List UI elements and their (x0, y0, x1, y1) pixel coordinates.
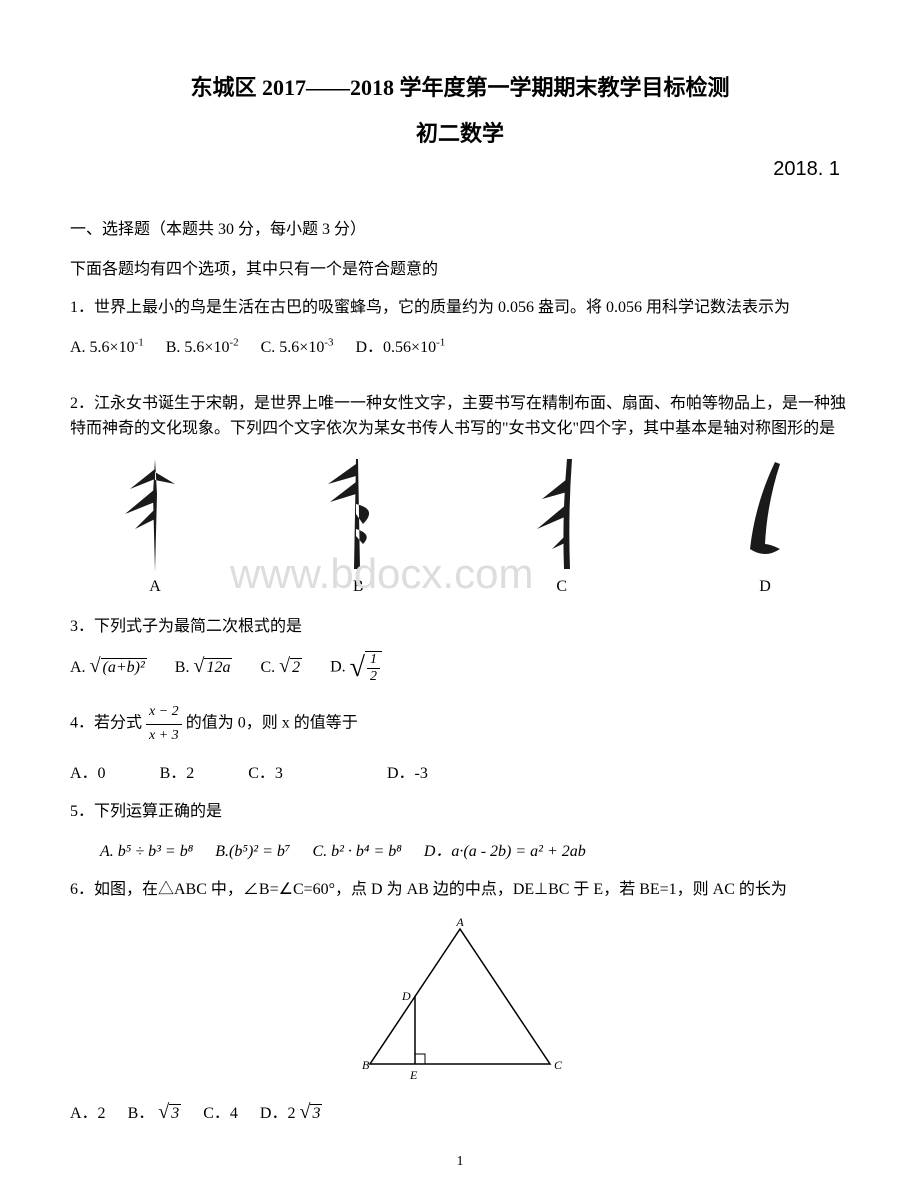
question-3-options: A. √(a+b)² B. √12a C. √2 D. √12 (70, 651, 850, 685)
q2-fig-d: D (710, 454, 820, 596)
q1-opt-b: B. 5.6×10-2 (166, 339, 239, 356)
question-1: 1．世界上最小的鸟是生活在古巴的吸蜜蜂鸟，它的质量约为 0.056 盎司。将 0… (70, 295, 850, 321)
q3-opt-d: D. √12 (330, 651, 382, 685)
q4-opt-c: C．3 (248, 765, 283, 782)
question-2-figures: A B C D (70, 454, 850, 596)
page-title: 东城区 2017——2018 学年度第一学期期末教学目标检测 (70, 70, 850, 102)
q5-opt-b: B.(b⁵)² = b⁷ (215, 843, 290, 860)
q3-opt-a: A. √(a+b)² (70, 655, 147, 678)
exam-date: 2018. 1 (70, 158, 850, 181)
svg-text:A: A (455, 915, 464, 929)
q3-opt-c: C. √2 (260, 655, 302, 678)
question-1-options: A. 5.6×10-1 B. 5.6×10-2 C. 5.6×10-3 D．0.… (70, 333, 850, 357)
q4-opt-b: B．2 (160, 765, 195, 782)
exam-page: www.bdocx.com 东城区 2017——2018 学年度第一学期期末教学… (0, 0, 920, 1200)
svg-text:D: D (401, 989, 411, 1003)
q4-opt-a: A．0 (70, 765, 106, 782)
question-6-figure: A B C D E (70, 914, 850, 1089)
q2-fig-a: A (100, 454, 210, 596)
q6-opt-a: A．2 (70, 1105, 106, 1122)
nushu-char-a-icon (100, 454, 210, 574)
question-2: 2．江永女书诞生于宋朝，是世界上唯一一种女性文字，主要书写在精制布面、扇面、布帕… (70, 391, 850, 442)
q5-opt-a: A. b⁵ ÷ b³ = b⁸ (100, 843, 193, 860)
q2-fig-b: B (303, 454, 413, 596)
question-5-options: A. b⁵ ÷ b³ = b⁸ B.(b⁵)² = b⁷ C. b² · b⁴ … (70, 837, 850, 861)
section-heading: 一、选择题（本题共 30 分，每小题 3 分） (70, 215, 850, 239)
q6-opt-c: C．4 (203, 1105, 238, 1122)
question-6: 6．如图，在△ABC 中，∠B=∠C=60°，点 D 为 AB 边的中点，DE⊥… (70, 877, 850, 903)
q2-label-c: C (507, 578, 617, 596)
svg-text:C: C (554, 1058, 563, 1072)
question-3: 3．下列式子为最简二次根式的是 (70, 614, 850, 640)
q4-opt-d: D．-3 (387, 765, 428, 782)
question-4: 4．若分式 x − 2x + 3 的值为 0，则 x 的值等于 (70, 701, 850, 747)
question-5: 5．下列运算正确的是 (70, 799, 850, 825)
nushu-char-d-icon (710, 454, 820, 574)
triangle-icon: A B C D E (340, 914, 580, 1084)
page-subtitle: 初二数学 (70, 116, 850, 148)
q1-opt-c: C. 5.6×10-3 (261, 339, 334, 356)
question-4-options: A．0 B．2 C．3 D．-3 (70, 759, 850, 783)
q2-label-a: A (100, 578, 210, 596)
svg-text:E: E (409, 1068, 418, 1082)
page-number: 1 (70, 1154, 850, 1170)
nushu-char-b-icon (303, 454, 413, 574)
section-instruction: 下面各题均有四个选项，其中只有一个是符合题意的 (70, 255, 850, 279)
q1-opt-a: A. 5.6×10-1 (70, 339, 144, 356)
question-6-options: A．2 B． √3 C．4 D．2 √3 (70, 1099, 850, 1124)
nushu-char-c-icon (507, 454, 617, 574)
q2-fig-c: C (507, 454, 617, 596)
q5-opt-c: C. b² · b⁴ = b⁸ (312, 843, 401, 860)
q6-opt-d: D．2 √3 (260, 1105, 323, 1122)
q6-opt-b: B． √3 (128, 1105, 186, 1122)
q2-label-d: D (710, 578, 820, 596)
q1-opt-d: D．0.56×10-1 (356, 339, 446, 356)
q3-opt-b: B. √12a (175, 655, 233, 678)
q5-opt-d: D．a·(a - 2b) = a² + 2ab (424, 843, 586, 860)
q2-label-b: B (303, 578, 413, 596)
svg-text:B: B (362, 1058, 370, 1072)
